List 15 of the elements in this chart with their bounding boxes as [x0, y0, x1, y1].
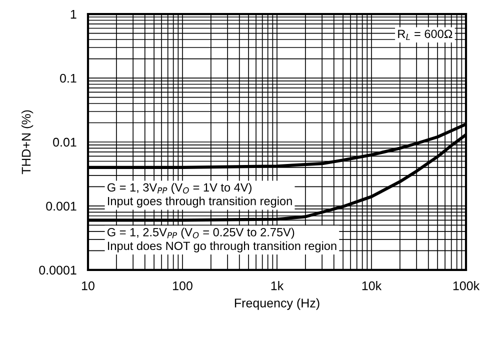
y-tick-label: 0.0001 — [39, 266, 76, 275]
x-tick-label: 100k — [453, 281, 480, 290]
x-tick-label: 10 — [82, 281, 94, 290]
x-tick-label: 10k — [362, 281, 382, 290]
annotation: G = 1, 3V$_{PP}$ (V$_{O}$ = 1V to 4V) Input goes through transition region — [107, 182, 292, 208]
y-tick-label: 0.001 — [46, 202, 76, 211]
x-axis-title: Frequency (Hz) — [234, 298, 320, 310]
y-tick-label: 1 — [70, 10, 76, 19]
annotation: R$_{L}$ = 600Ω — [398, 30, 452, 40]
x-tick-label: 100 — [173, 281, 192, 290]
annotation: G = 1, 2.5V$_{PP}$ (V$_{O}$ = 0.25V to 2.75V) Input does NOT go through transition region — [107, 228, 336, 252]
y-tick-label: 0.1 — [60, 74, 76, 83]
x-tick-label: 1k — [271, 281, 284, 290]
y-axis-title: THD+N (%) — [21, 110, 34, 174]
y-tick-label: 0.01 — [53, 138, 76, 147]
